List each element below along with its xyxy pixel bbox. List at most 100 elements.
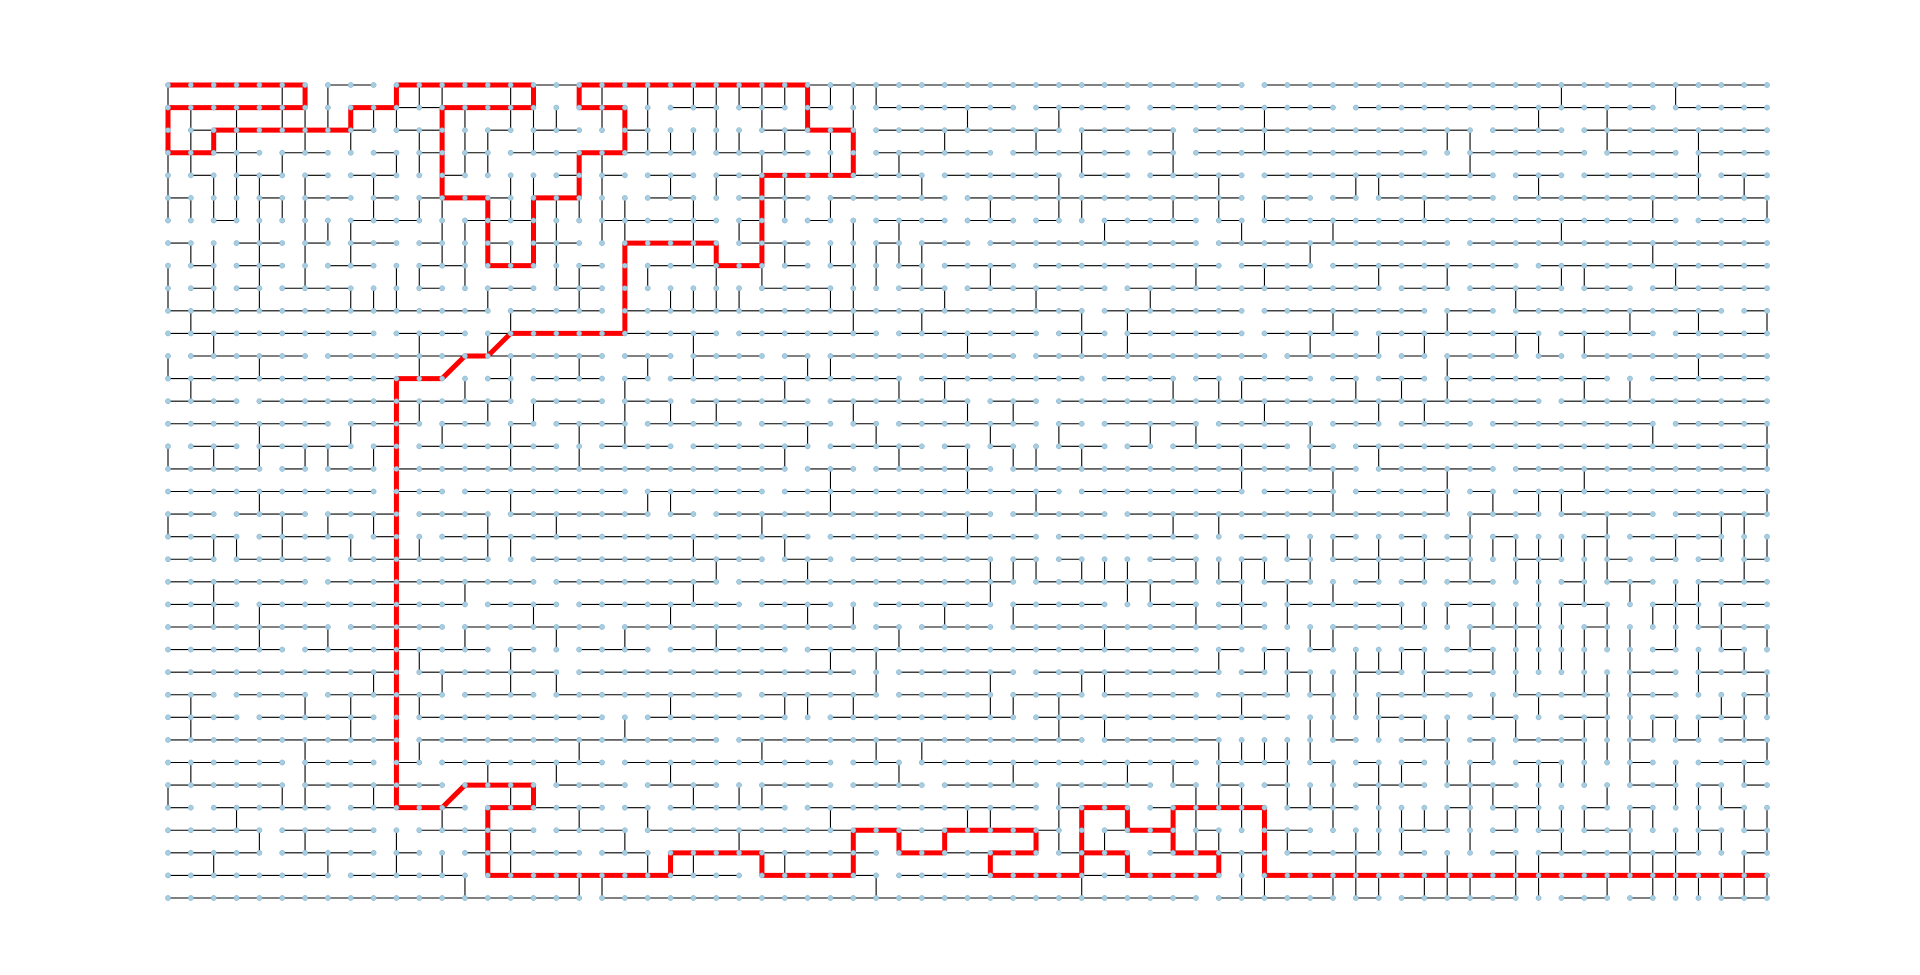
maze-node (1193, 149, 1199, 156)
maze-node (736, 217, 742, 224)
maze-node (1056, 195, 1062, 201)
maze-node (1078, 330, 1085, 337)
maze-node (210, 240, 217, 246)
maze-node (964, 104, 971, 111)
maze-node (187, 375, 194, 382)
maze-node (736, 669, 742, 676)
maze-node (1421, 82, 1428, 88)
maze-node (416, 601, 423, 608)
maze-node (622, 285, 628, 292)
maze-node (713, 578, 720, 585)
maze-node (279, 556, 286, 563)
maze-node (827, 669, 834, 676)
maze-node (1604, 601, 1610, 608)
maze-node (233, 578, 240, 585)
maze-node (1307, 307, 1313, 314)
maze-node (1170, 330, 1176, 337)
maze-node (1467, 601, 1473, 608)
maze-node (1124, 82, 1131, 88)
maze-node (1193, 104, 1199, 111)
maze-node (1010, 307, 1017, 314)
maze-node (1421, 669, 1428, 676)
maze-node (416, 195, 423, 201)
maze-node (1307, 488, 1313, 495)
maze-node (1170, 601, 1176, 608)
maze-node (622, 104, 628, 111)
maze-node (1170, 669, 1176, 676)
maze-node (256, 353, 263, 359)
maze-node (1581, 330, 1588, 337)
maze-node (187, 127, 194, 134)
maze-node (827, 488, 834, 495)
maze-node (1307, 669, 1313, 676)
maze-node (804, 104, 811, 111)
maze-node (1284, 714, 1291, 721)
maze-node (759, 285, 765, 292)
maze-node (850, 759, 857, 766)
maze-node (759, 398, 765, 405)
maze-node (964, 307, 971, 314)
maze-node (256, 217, 263, 224)
maze-node (804, 307, 811, 314)
maze-node (1718, 443, 1725, 450)
maze-node (918, 240, 925, 246)
maze-node (1444, 466, 1451, 472)
maze-node (850, 511, 857, 517)
maze-node (1764, 420, 1770, 427)
maze-node (165, 759, 171, 766)
maze-node (1033, 104, 1039, 111)
maze-node (599, 601, 605, 608)
maze-node (210, 443, 217, 450)
maze-node (1193, 217, 1199, 224)
maze-node (1170, 691, 1176, 698)
maze-node (622, 195, 628, 201)
maze-node (1284, 804, 1291, 811)
maze-node (1193, 127, 1199, 134)
maze-node (667, 714, 674, 721)
maze-node (1764, 149, 1770, 156)
maze-node (462, 443, 468, 450)
maze-node (1010, 669, 1017, 676)
maze-node (987, 82, 994, 88)
maze-node (690, 669, 697, 676)
maze-node (462, 578, 468, 585)
maze-node (576, 285, 583, 292)
maze-node (1238, 330, 1245, 337)
maze-node (279, 353, 286, 359)
maze-node (987, 578, 994, 585)
maze-node (530, 669, 537, 676)
maze-node (1215, 420, 1222, 427)
maze-node (1330, 127, 1336, 134)
maze-node (1238, 398, 1245, 405)
maze-node (1215, 466, 1222, 472)
maze-node (1627, 624, 1633, 630)
maze-node (165, 782, 171, 788)
maze-node (781, 172, 788, 179)
maze-node (1215, 804, 1222, 811)
maze-node (347, 488, 354, 495)
maze-node (1535, 82, 1542, 88)
maze-node (599, 353, 605, 359)
maze-node (1741, 691, 1748, 698)
maze-node (736, 195, 742, 201)
maze-node (302, 82, 308, 88)
maze-node (1649, 782, 1656, 788)
maze-node (713, 443, 720, 450)
maze-node (347, 420, 354, 427)
maze-node (1193, 624, 1199, 630)
maze-node (1581, 262, 1588, 269)
maze-node (1033, 714, 1039, 721)
maze-node (964, 714, 971, 721)
maze-node (1649, 466, 1656, 472)
maze-node (1741, 646, 1748, 653)
maze-node (210, 511, 217, 517)
maze-node (1124, 624, 1131, 630)
maze-node (713, 782, 720, 788)
maze-node (1490, 285, 1496, 292)
maze-node (690, 353, 697, 359)
maze-node (1535, 804, 1542, 811)
maze-node (1604, 172, 1610, 179)
maze-node (1604, 104, 1610, 111)
maze-node (1056, 262, 1062, 269)
maze-node (507, 104, 514, 111)
